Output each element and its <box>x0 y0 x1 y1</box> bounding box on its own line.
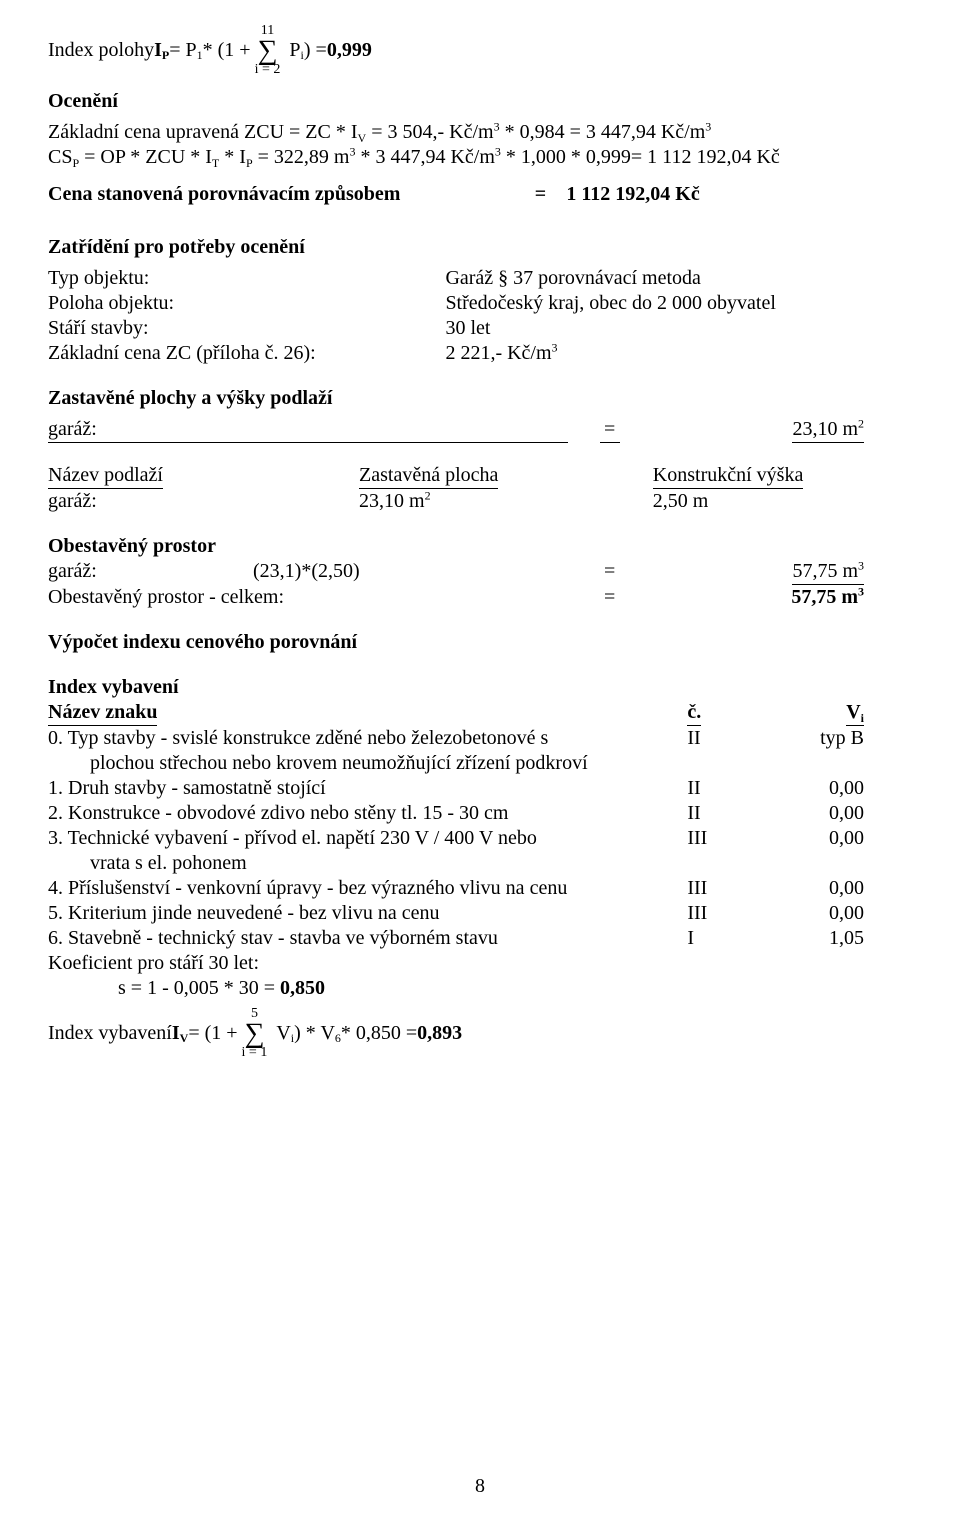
garaz-area-row: garáž: = 23,10 m2 <box>48 417 912 443</box>
index-vybaveni-table: Název znaku č. Vi 0. Typ stavby - svislé… <box>48 700 912 951</box>
col-header: Název podlaží <box>48 463 163 489</box>
podlazi-table: Název podlaží Zastavěná plocha Konstrukč… <box>48 463 912 514</box>
oceneni-heading: Ocenění <box>48 89 912 114</box>
table-row: Obestavěný prostor - celkem: = 57,75 m3 <box>48 585 912 610</box>
index-vybaveni-heading: Index vybavení <box>48 675 912 700</box>
vypocet-heading: Výpočet indexu cenového porovnání <box>48 630 912 655</box>
zatrideni-heading: Zatřídění pro potřeby ocenění <box>48 235 912 260</box>
label: Index polohy <box>48 38 154 63</box>
page-number: 8 <box>0 1474 960 1499</box>
table-row: 1. Druh stavby - samostatně stojící II 0… <box>48 776 912 801</box>
col-header: Zastavěná plocha <box>359 463 498 489</box>
table-row: 4. Příslušenství - venkovní úpravy - bez… <box>48 876 912 901</box>
table-row: 2. Konstrukce - obvodové zdivo nebo stěn… <box>48 801 912 826</box>
cena-table: Cena stanovená porovnávacím způsobem = 1… <box>48 182 912 207</box>
table-row: garáž: 23,10 m2 2,50 m <box>48 489 912 514</box>
zcu-line: Základní cena upravená ZCU = ZC * IV = 3… <box>48 120 912 145</box>
index-vybaveni-expr: Index vybavení IV = (1 + 5 ∑ i = 1 Vi ) … <box>48 1007 912 1060</box>
table-row: Typ objektu: Garáž § 37 porovnávací meto… <box>48 266 912 291</box>
koef-line: Koeficient pro stáří 30 let: <box>48 951 912 976</box>
table-row: Poloha objektu: Středočeský kraj, obec d… <box>48 291 912 316</box>
obestaveny-heading: Obestavěný prostor <box>48 534 912 559</box>
table-row: Stáří stavby: 30 let <box>48 316 912 341</box>
table-row: Základní cena ZC (příloha č. 26): 2 221,… <box>48 341 912 366</box>
cena-label: Cena stanovená porovnávacím způsobem <box>48 182 515 207</box>
s-line: s = 1 - 0,005 * 30 = 0,850 <box>48 976 912 1001</box>
table-row: garáž: (23,1)*(2,50) = 57,75 m3 <box>48 559 912 585</box>
table-row: 6. Stavebně - technický stav - stavba ve… <box>48 926 912 951</box>
zastavene-heading: Zastavěné plochy a výšky podlaží <box>48 386 912 411</box>
zatrideni-table: Typ objektu: Garáž § 37 porovnávací meto… <box>48 266 912 366</box>
csp-line: CSP = OP * ZCU * IT * IP = 322,89 m3 * 3… <box>48 145 912 170</box>
sigma: 11 ∑ i = 2 <box>255 24 281 77</box>
table-header-row: Název znaku č. Vi <box>48 700 912 726</box>
col-header: Konstrukční výška <box>653 463 804 489</box>
sigma: 5 ∑ i = 1 <box>242 1007 268 1060</box>
obestaveny-table: garáž: (23,1)*(2,50) = 57,75 m3 Obestavě… <box>48 559 912 610</box>
index-polohy-expr: Index polohy IP = P1 * (1 + 11 ∑ i = 2 P… <box>48 24 912 77</box>
table-row: 3. Technické vybavení - přívod el. napět… <box>48 826 912 876</box>
table-row: 5. Kriterium jinde neuvedené - bez vlivu… <box>48 901 912 926</box>
table-row: 0. Typ stavby - svislé konstrukce zděné … <box>48 726 912 776</box>
